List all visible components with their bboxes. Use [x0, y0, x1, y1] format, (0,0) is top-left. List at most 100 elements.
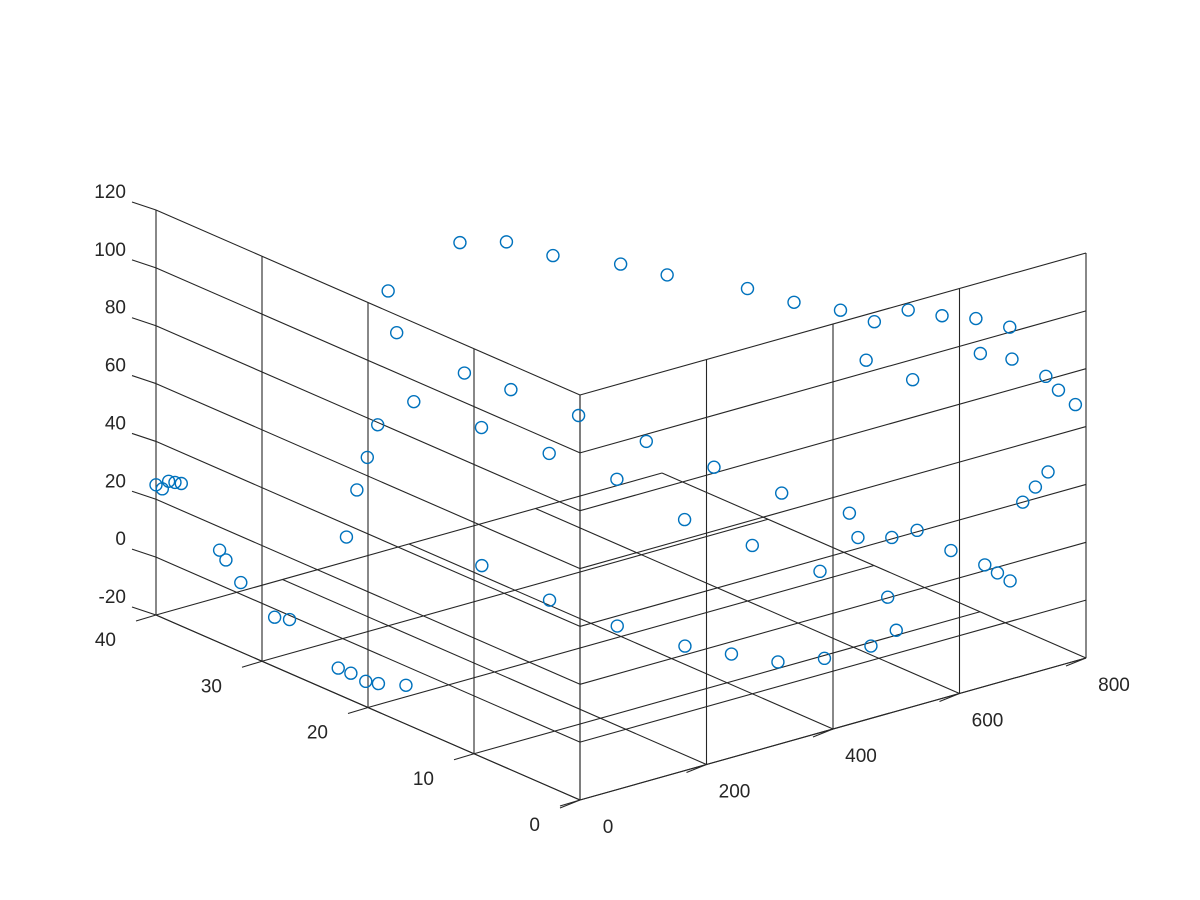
data-point	[969, 311, 983, 326]
data-point	[610, 619, 624, 633]
data-point	[787, 295, 801, 309]
y-tick-mark	[347, 706, 369, 715]
data-point	[168, 475, 182, 490]
data-point	[407, 394, 421, 409]
y-tick-label: 20	[307, 723, 328, 744]
x-tick-label: 200	[719, 782, 751, 803]
data-point	[546, 248, 560, 263]
data-point	[457, 366, 472, 380]
tick-labels: 0 200 400 600 800 0 10 20 30 40 -20 0 20 40 60 80 100 120	[94, 182, 1130, 838]
grid-line-back-z	[579, 310, 1087, 454]
data-point	[978, 558, 992, 572]
data-point	[359, 674, 373, 689]
data-point	[219, 553, 233, 567]
data-point	[542, 593, 557, 607]
grid-line-side-z	[155, 556, 581, 743]
data-point	[1003, 574, 1017, 588]
x-tick-label: 0	[603, 817, 614, 838]
data-point	[371, 676, 386, 691]
grid-line-back-z	[579, 368, 1087, 512]
grid-line-back-z	[579, 483, 1087, 627]
data-point	[1028, 480, 1043, 494]
x-tick-mark	[812, 728, 834, 738]
z-tick-mark	[131, 548, 157, 558]
data-point	[360, 450, 374, 465]
data-point	[813, 564, 827, 579]
data-point	[889, 623, 903, 637]
y-tick-label: 30	[201, 676, 222, 697]
data-point	[542, 446, 556, 461]
x-tick-label: 800	[1098, 675, 1130, 696]
grid-line-side-z	[155, 267, 581, 454]
data-point	[905, 373, 920, 387]
data-point	[381, 284, 395, 298]
data-point	[610, 472, 624, 486]
data-point	[1039, 369, 1053, 384]
grid-line-side-z	[155, 209, 581, 396]
x-tick-mark	[1065, 657, 1087, 667]
z-tick-label: 120	[94, 182, 126, 203]
z-tick-label: 20	[105, 471, 126, 492]
data-point	[1016, 495, 1030, 509]
z-tick-label: 0	[115, 529, 126, 550]
grid-line-floor-y	[367, 564, 875, 709]
data-point	[910, 523, 924, 538]
x-tick-mark	[939, 692, 960, 703]
z-tick-mark	[131, 201, 157, 211]
grid-line-floor-y	[155, 472, 663, 616]
grid-line-floor-y	[473, 611, 981, 755]
data-point	[161, 474, 176, 488]
x-tick-label: 400	[845, 746, 877, 767]
data-point	[234, 575, 248, 590]
data-point	[571, 408, 586, 423]
data-point	[990, 566, 1005, 580]
grid-line-side-z	[155, 383, 581, 570]
data-point	[745, 538, 759, 553]
data-point	[833, 303, 848, 317]
z-tick-mark	[131, 259, 157, 269]
z-tick-label: 60	[105, 356, 126, 377]
data-point	[282, 612, 297, 627]
y-tick-mark	[453, 753, 475, 761]
data-point	[885, 530, 899, 545]
data-point	[851, 530, 865, 545]
data-point	[678, 639, 692, 653]
data-point	[771, 655, 785, 669]
grid-line-back-z	[579, 252, 1087, 396]
z-tick-label: 80	[105, 298, 126, 319]
data-point	[935, 309, 949, 323]
axes-grid	[155, 209, 1087, 801]
y-tick-label: 40	[95, 630, 116, 651]
data-point	[371, 418, 385, 432]
x-tick-mark	[686, 763, 707, 774]
z-tick-mark	[131, 490, 157, 500]
data-point	[474, 420, 489, 435]
grid-line-side-z	[155, 325, 581, 512]
data-point	[390, 325, 404, 340]
data-point	[1003, 320, 1017, 334]
data-point	[613, 257, 628, 271]
z-tick-label: -20	[99, 587, 126, 608]
data-point	[864, 639, 878, 653]
data-point	[1051, 383, 1066, 397]
y-tick-mark	[135, 614, 157, 622]
data-point	[339, 530, 354, 544]
grid-line-side-z	[155, 498, 581, 685]
data-point	[453, 235, 467, 250]
data-markers	[149, 235, 1083, 692]
z-tick-mark	[131, 375, 157, 385]
y-tick-label: 10	[413, 769, 434, 790]
grid-line-back-z	[579, 599, 1087, 743]
grid-line-back-z	[579, 426, 1087, 570]
x-tick-label: 600	[972, 711, 1004, 732]
data-point	[1005, 352, 1019, 366]
data-point	[973, 346, 988, 361]
data-point	[504, 382, 518, 397]
data-point	[881, 590, 895, 604]
z-tick-mark	[131, 432, 157, 442]
data-point	[901, 303, 915, 317]
data-point	[707, 460, 721, 474]
data-point	[867, 315, 882, 329]
grid-line-floor-y	[261, 518, 769, 662]
